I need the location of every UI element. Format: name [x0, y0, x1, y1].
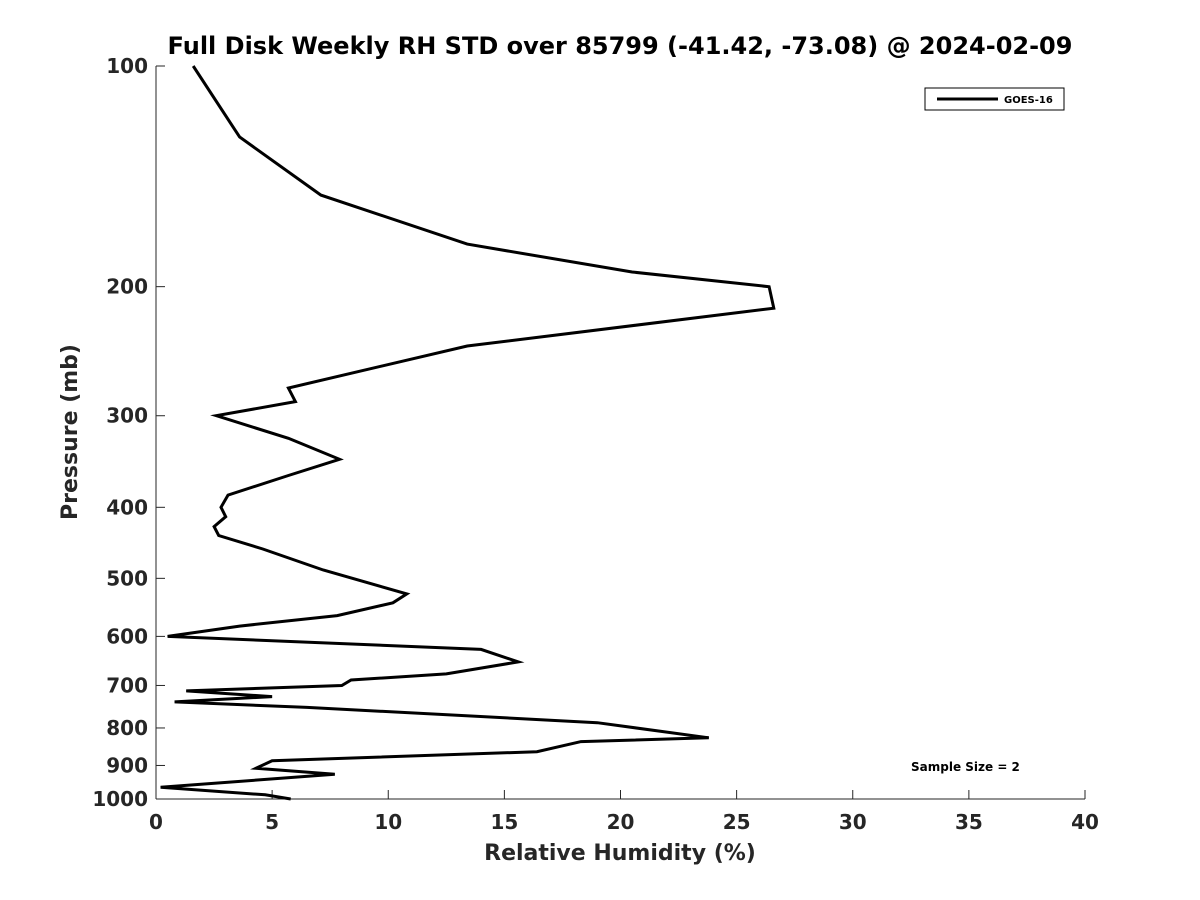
x-ticks: 0 5 10 15 20 25 30 35 40	[149, 790, 1099, 834]
series-layer	[160, 65, 776, 801]
series-line-goes-16	[160, 65, 776, 801]
legend-label-goes-16: GOES-16	[1004, 95, 1053, 106]
x-axis-label: Relative Humidity (%)	[484, 841, 756, 866]
y-tick-label: 700	[106, 673, 148, 697]
y-tick-label: 1000	[92, 787, 148, 811]
y-tick-label: 200	[106, 275, 148, 299]
x-tick-label: 20	[607, 810, 635, 834]
y-ticks: 100 200 300 400 500 600 700 800 900 1000	[92, 54, 165, 811]
sample-size-annotation: Sample Size = 2	[911, 760, 1020, 774]
x-tick-label: 25	[723, 810, 751, 834]
chart-title: Full Disk Weekly RH STD over 85799 (-41.…	[168, 32, 1073, 60]
y-tick-label: 500	[106, 566, 148, 590]
y-tick-label: 400	[106, 495, 148, 519]
y-tick-label: 300	[106, 404, 148, 428]
x-tick-label: 40	[1071, 810, 1099, 834]
x-tick-label: 0	[149, 810, 163, 834]
y-tick-label: 100	[106, 54, 148, 78]
x-tick-label: 5	[265, 810, 279, 834]
y-tick-label: 600	[106, 624, 148, 648]
y-axis-label: Pressure (mb)	[58, 344, 83, 520]
x-tick-label: 10	[374, 810, 402, 834]
legend: GOES-16	[924, 87, 1065, 111]
x-tick-label: 15	[490, 810, 518, 834]
x-tick-label: 30	[839, 810, 867, 834]
y-tick-label: 900	[106, 753, 148, 777]
y-tick-label: 800	[106, 716, 148, 740]
x-tick-label: 35	[955, 810, 983, 834]
